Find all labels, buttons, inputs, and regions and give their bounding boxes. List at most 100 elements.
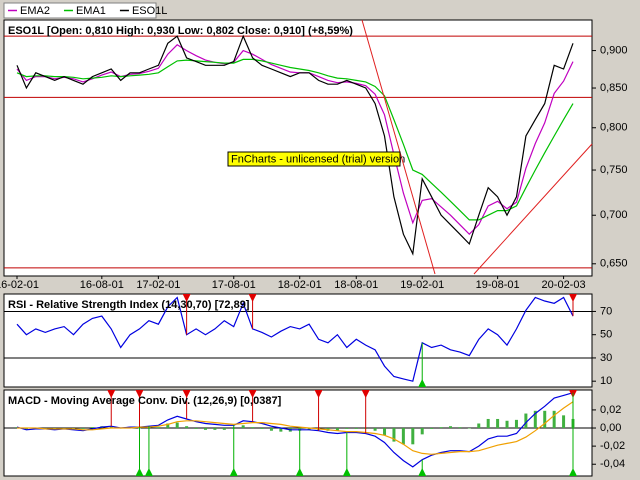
y-tick-label: 0,800 xyxy=(600,122,628,134)
y-tick-label: 0,900 xyxy=(600,44,628,56)
histogram-bar xyxy=(458,427,462,429)
buy-signal xyxy=(229,468,238,476)
watermark: FnCharts - unlicensed (trial) version xyxy=(231,153,405,165)
histogram-bar xyxy=(448,426,452,429)
legend-box xyxy=(3,2,157,19)
histogram-bar xyxy=(420,428,424,435)
trend-line xyxy=(361,19,436,275)
buy-signal xyxy=(144,468,153,476)
buy-signal xyxy=(295,468,304,476)
histogram-bar xyxy=(401,428,405,445)
histogram-bar xyxy=(24,428,28,430)
histogram-bar xyxy=(496,418,500,429)
buy-signal xyxy=(418,468,427,476)
histogram-bar xyxy=(251,427,255,429)
y-tick-label: 0,00 xyxy=(600,422,621,434)
histogram-bar xyxy=(241,425,245,429)
series-line xyxy=(16,392,574,468)
x-tick-label: 18-02-01 xyxy=(278,279,322,291)
x-tick-label: 19-02-01 xyxy=(400,279,444,291)
y-tick-label: -0,04 xyxy=(600,458,625,470)
legend-label: ESO1L xyxy=(132,5,167,17)
sell-signal xyxy=(248,294,257,302)
histogram-bar xyxy=(156,427,160,429)
histogram-bar xyxy=(430,428,434,429)
histogram-bar xyxy=(373,428,377,431)
watermark-box xyxy=(227,151,401,167)
histogram-bar xyxy=(543,410,547,429)
trend-line xyxy=(473,143,593,275)
y-tick-label: -0,02 xyxy=(600,440,625,452)
histogram-bar xyxy=(185,426,189,429)
main-plot xyxy=(3,19,593,277)
rsi-plot xyxy=(3,293,593,388)
panel-title: RSI - Relative Strength Index (14,30,70)… xyxy=(8,299,250,311)
y-tick-label: 30 xyxy=(600,352,612,364)
sell-signal xyxy=(248,390,257,398)
histogram-bar xyxy=(166,423,170,429)
buy-signal xyxy=(342,468,351,476)
x-tick-label: 19-08-01 xyxy=(476,279,520,291)
histogram-bar xyxy=(335,428,339,431)
histogram-bar xyxy=(194,428,198,429)
histogram-bar xyxy=(514,419,518,429)
histogram-bar xyxy=(562,415,566,429)
histogram-bar xyxy=(269,428,273,431)
histogram-bar xyxy=(477,423,481,429)
x-tick-label: 16-08-01 xyxy=(80,279,124,291)
sell-signal xyxy=(107,390,116,398)
histogram-bar xyxy=(439,427,443,429)
series-line xyxy=(17,401,574,455)
histogram-bar xyxy=(81,428,85,429)
x-tick-label: 16-02-01 xyxy=(0,279,39,291)
histogram-bar xyxy=(307,428,311,430)
histogram-bar xyxy=(222,428,226,430)
y-tick-label: 0,750 xyxy=(600,164,628,176)
y-tick-label: 0,02 xyxy=(600,404,621,416)
panel-title: MACD - Moving Average Conv. Div. (12,26,… xyxy=(8,395,282,407)
legend-label: EMA1 xyxy=(76,5,106,17)
buy-signal xyxy=(135,468,144,476)
histogram-bar xyxy=(279,428,283,432)
legend-label: EMA2 xyxy=(20,5,50,17)
series-line xyxy=(16,34,574,256)
sell-signal xyxy=(569,294,577,302)
histogram-bar xyxy=(109,426,113,429)
y-tick-label: 0,650 xyxy=(600,258,628,270)
sell-signal xyxy=(135,390,144,398)
histogram-bar xyxy=(533,410,537,429)
histogram-bar xyxy=(213,428,217,430)
series-line xyxy=(16,58,574,221)
sell-signal xyxy=(361,390,370,398)
buy-signal xyxy=(569,468,577,476)
y-tick-label: 0,850 xyxy=(600,82,628,94)
histogram-bar xyxy=(505,420,509,429)
panel-title: ESO1L [Open: 0,810 High: 0,930 Low: 0,80… xyxy=(8,25,353,37)
histogram-bar xyxy=(175,422,179,429)
histogram-bar xyxy=(90,427,94,429)
layers: 0,650 0,700 0,750 0,800 0,850 0,900 16-02-01 16… xyxy=(0,2,628,476)
y-tick-label: 70 xyxy=(600,305,612,317)
series-line xyxy=(16,296,574,382)
x-tick-label: 20-02-03 xyxy=(542,279,586,291)
histogram-bar xyxy=(392,428,396,442)
histogram-bar xyxy=(62,428,66,429)
macd-plot xyxy=(3,389,593,477)
histogram-bar xyxy=(486,418,490,429)
x-tick-label: 17-02-01 xyxy=(136,279,180,291)
histogram-bar xyxy=(345,428,349,429)
histogram-bar xyxy=(354,428,358,429)
y-tick-label: 50 xyxy=(600,329,612,341)
x-tick-label: 17-08-01 xyxy=(212,279,256,291)
x-tick-label: 18-08-01 xyxy=(334,279,378,291)
sell-signal xyxy=(182,294,191,302)
sell-signal xyxy=(314,390,323,398)
histogram-bar xyxy=(467,428,471,429)
histogram-bar xyxy=(203,428,207,430)
y-tick-label: 0,700 xyxy=(600,209,628,221)
histogram-bar xyxy=(260,428,264,429)
series-line xyxy=(16,44,574,236)
y-tick-label: 10 xyxy=(600,375,612,387)
